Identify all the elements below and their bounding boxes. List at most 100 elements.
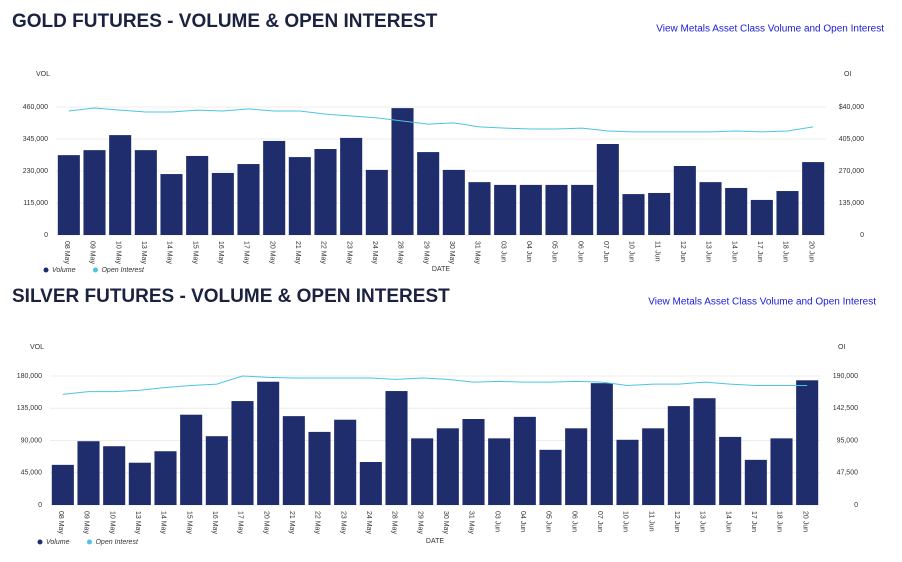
x-tick-label: 10 Jun xyxy=(628,241,635,262)
legend-label: Open Interest xyxy=(95,539,138,546)
x-tick-label: 22 May xyxy=(314,511,321,534)
bar xyxy=(186,155,209,235)
bar xyxy=(590,383,613,505)
x-tick-label: 28 May xyxy=(391,511,398,534)
y2-tick-label: 47,500 xyxy=(837,470,859,477)
bar xyxy=(539,449,562,505)
x-tick-label: 18 Jun xyxy=(782,241,789,262)
bar xyxy=(282,416,305,505)
x-tick-label: 31 May xyxy=(474,241,481,264)
bar xyxy=(667,406,690,505)
y2-tick-label: 405,000 xyxy=(839,136,864,143)
bar xyxy=(231,401,254,505)
x-tick-label: 13 May xyxy=(134,511,141,534)
x-tick-label: 12 Jun xyxy=(673,511,680,532)
bar xyxy=(57,155,80,235)
bar xyxy=(442,169,465,235)
bar xyxy=(494,184,517,235)
bar xyxy=(180,414,203,505)
asset-class-link[interactable]: View Metals Asset Class Volume and Open … xyxy=(656,24,884,35)
chart-title: SILVER FUTURES - VOLUME & OPEN INTEREST xyxy=(12,286,450,307)
bar xyxy=(308,431,331,505)
x-tick-label: 22 May xyxy=(320,241,327,264)
y2-tick-label: 270,000 xyxy=(839,168,864,175)
bar xyxy=(648,192,671,235)
x-tick-label: 13 Jun xyxy=(699,511,706,532)
x-tick-label: 17 Jun xyxy=(756,241,763,262)
bar xyxy=(417,152,440,235)
x-tick-label: 15 May xyxy=(185,511,192,534)
bar xyxy=(51,464,74,505)
bar xyxy=(616,439,639,505)
x-tick-label: 10 May xyxy=(114,241,121,264)
y2-tick-label: $40,000 xyxy=(839,104,864,111)
bar xyxy=(334,419,357,505)
y-tick-label: 460,000 xyxy=(23,104,48,111)
x-tick-label: 20 Jun xyxy=(801,511,808,532)
bar xyxy=(571,184,594,235)
bar xyxy=(83,150,106,235)
x-tick-label: 23 May xyxy=(345,241,352,264)
x-axis-label: DATE xyxy=(432,266,450,273)
y-tick-label: 230,000 xyxy=(23,168,48,175)
y-axis-label: VOL xyxy=(36,71,50,78)
x-tick-label: 13 May xyxy=(140,241,147,264)
y-tick-label: 345,000 xyxy=(23,136,48,143)
x-tick-label: 31 May xyxy=(468,511,475,534)
x-tick-label: 12 Jun xyxy=(679,241,686,262)
bar xyxy=(436,428,459,505)
x-tick-label: 16 May xyxy=(217,241,224,264)
y2-tick-label: 135,000 xyxy=(839,200,864,207)
x-tick-label: 11 Jun xyxy=(653,241,660,262)
x-tick-label: 09 May xyxy=(89,241,96,264)
bar xyxy=(796,380,819,505)
y-tick-label: 90,000 xyxy=(21,437,43,444)
y2-tick-label: 190,000 xyxy=(833,373,858,380)
x-tick-label: 08 May xyxy=(63,241,70,264)
bar xyxy=(513,416,536,505)
legend-swatch xyxy=(37,539,43,545)
bar xyxy=(462,419,485,505)
bar xyxy=(314,149,337,235)
legend-swatch xyxy=(92,267,98,273)
x-tick-label: 21 May xyxy=(288,511,295,534)
bar xyxy=(744,459,767,505)
x-tick-label: 15 May xyxy=(191,241,198,264)
bar xyxy=(263,140,286,235)
bar xyxy=(128,462,151,505)
x-tick-label: 21 May xyxy=(294,241,301,264)
y2-axis-label: OI xyxy=(844,71,851,78)
bar xyxy=(770,438,793,505)
bar xyxy=(622,194,645,235)
bar xyxy=(154,451,177,505)
x-tick-label: 09 May xyxy=(83,511,90,534)
y2-tick-label: 0 xyxy=(860,232,864,239)
x-tick-label: 20 May xyxy=(268,241,275,264)
bar xyxy=(340,137,363,235)
bar xyxy=(77,441,100,505)
bar xyxy=(365,169,388,235)
bar xyxy=(719,436,742,505)
bar xyxy=(699,182,722,235)
x-tick-label: 06 Jun xyxy=(576,241,583,262)
bar xyxy=(565,428,588,505)
bar xyxy=(359,462,382,505)
x-tick-label: 04 Jun xyxy=(519,511,526,532)
x-tick-label: 23 May xyxy=(339,511,346,534)
legend-swatch xyxy=(43,267,49,273)
bar xyxy=(103,446,126,505)
bar xyxy=(385,391,408,505)
x-tick-label: 20 Jun xyxy=(807,241,814,262)
y-axis-label: VOL xyxy=(30,344,44,351)
x-tick-label: 17 May xyxy=(237,511,244,534)
y-tick-label: 45,000 xyxy=(21,470,43,477)
x-tick-label: 08 May xyxy=(57,511,64,534)
bar xyxy=(488,438,511,505)
bar xyxy=(257,381,280,505)
x-tick-label: 10 May xyxy=(108,511,115,534)
bar xyxy=(673,165,696,235)
asset-class-link[interactable]: View Metals Asset Class Volume and Open … xyxy=(648,297,876,308)
legend-label: Volume xyxy=(46,539,70,546)
bar xyxy=(750,199,773,235)
